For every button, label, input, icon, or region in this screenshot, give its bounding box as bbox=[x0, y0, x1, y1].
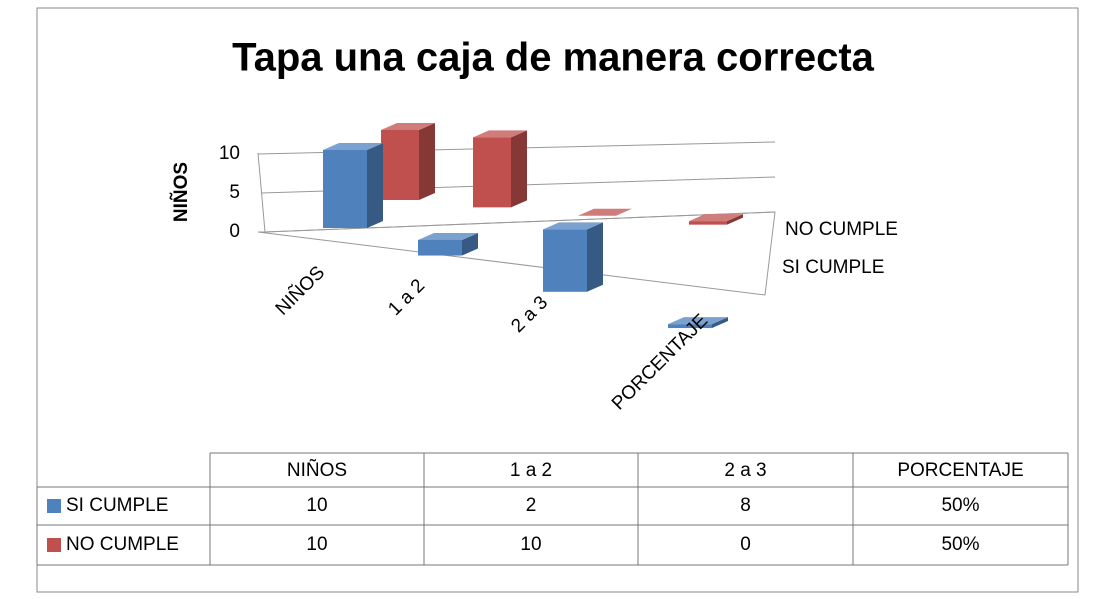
bar-top bbox=[418, 232, 478, 240]
bar-side bbox=[587, 222, 603, 292]
table-cell: 10 bbox=[306, 534, 327, 555]
chart-border bbox=[36, 7, 1079, 593]
depth-label: SI CUMPLE bbox=[782, 257, 884, 278]
table-header: 1 a 2 bbox=[510, 460, 552, 481]
table-cell: 10 bbox=[306, 495, 327, 516]
bar-side bbox=[462, 232, 478, 256]
bar-side bbox=[367, 143, 383, 228]
y-tick-label: 10 bbox=[219, 143, 240, 164]
bar bbox=[323, 150, 367, 228]
bar bbox=[418, 239, 462, 256]
depth-label: NO CUMPLE bbox=[785, 219, 898, 240]
chart-title: Tapa una caja de manera correcta bbox=[232, 36, 875, 80]
bar-top bbox=[543, 222, 603, 230]
table-cell: 2 bbox=[526, 495, 537, 516]
y-tick-label: 5 bbox=[229, 182, 240, 203]
table-header: NIÑOS bbox=[287, 459, 347, 481]
bar bbox=[543, 229, 587, 292]
bar bbox=[668, 324, 712, 329]
table-cell: 50% bbox=[941, 495, 979, 516]
bar-top bbox=[578, 208, 632, 216]
bar bbox=[381, 130, 419, 200]
legend-label: NO CUMPLE bbox=[66, 534, 179, 555]
y-axis-label: NIÑOS bbox=[170, 162, 192, 222]
legend-label: SI CUMPLE bbox=[66, 495, 168, 516]
bar-top bbox=[323, 143, 383, 150]
bar-side bbox=[511, 130, 527, 208]
table-header: 2 a 3 bbox=[724, 460, 766, 481]
bar bbox=[689, 221, 727, 225]
bar bbox=[473, 137, 511, 208]
legend-key bbox=[47, 538, 61, 552]
grid-line bbox=[264, 211, 776, 233]
bar-top bbox=[381, 123, 435, 130]
legend-key bbox=[47, 499, 61, 513]
bar-side bbox=[419, 123, 435, 200]
table-cell: 10 bbox=[520, 534, 541, 555]
bar-side bbox=[727, 214, 743, 225]
table-cell: 0 bbox=[740, 534, 751, 555]
data-table: NIÑOS 1 a 2 2 a 3 PORCENTAJE SI CUMPLE 10 2 8 50… bbox=[36, 452, 1069, 566]
bar-side bbox=[712, 317, 728, 329]
bar-top bbox=[668, 317, 728, 325]
bar-top bbox=[689, 214, 743, 222]
bar-top bbox=[473, 130, 527, 138]
table-cell: 8 bbox=[740, 495, 751, 516]
y-tick-label: 0 bbox=[229, 221, 240, 242]
table-header: PORCENTAJE bbox=[897, 460, 1023, 481]
table-cell: 50% bbox=[941, 534, 979, 555]
